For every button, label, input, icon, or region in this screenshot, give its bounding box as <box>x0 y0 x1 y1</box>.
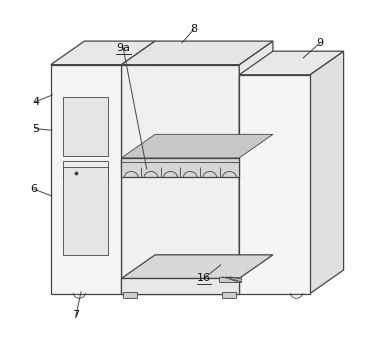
Polygon shape <box>122 41 273 65</box>
Polygon shape <box>122 41 155 293</box>
Text: 4: 4 <box>32 97 39 107</box>
Text: 9: 9 <box>316 38 324 48</box>
Text: 9a: 9a <box>116 43 130 53</box>
Bar <box>239 75 310 293</box>
Text: 16: 16 <box>197 273 211 283</box>
Polygon shape <box>122 255 273 279</box>
Polygon shape <box>239 51 344 75</box>
Text: 6: 6 <box>30 184 38 194</box>
Bar <box>122 158 239 177</box>
Bar <box>122 65 239 293</box>
Text: 5: 5 <box>32 124 39 134</box>
Polygon shape <box>51 41 155 65</box>
Bar <box>123 292 136 297</box>
Polygon shape <box>219 277 241 282</box>
Polygon shape <box>122 134 273 158</box>
Polygon shape <box>239 41 273 293</box>
Bar <box>63 97 108 156</box>
Text: 8: 8 <box>190 24 197 34</box>
Bar <box>222 292 236 297</box>
Bar <box>63 161 108 179</box>
Polygon shape <box>310 51 344 293</box>
Text: 7: 7 <box>72 310 79 320</box>
Bar <box>51 65 122 293</box>
Bar <box>63 167 108 255</box>
Bar <box>122 279 239 293</box>
